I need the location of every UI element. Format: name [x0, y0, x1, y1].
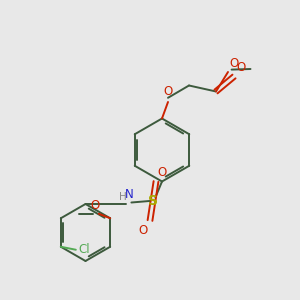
Text: O: O	[236, 61, 246, 74]
Text: O: O	[138, 224, 148, 236]
Text: S: S	[148, 194, 158, 208]
Text: Cl: Cl	[79, 243, 90, 256]
Text: N: N	[124, 188, 134, 201]
Text: O: O	[230, 57, 239, 70]
Text: H: H	[119, 192, 127, 202]
Text: O: O	[164, 85, 172, 98]
Text: O: O	[158, 166, 167, 178]
Text: O: O	[91, 199, 100, 212]
